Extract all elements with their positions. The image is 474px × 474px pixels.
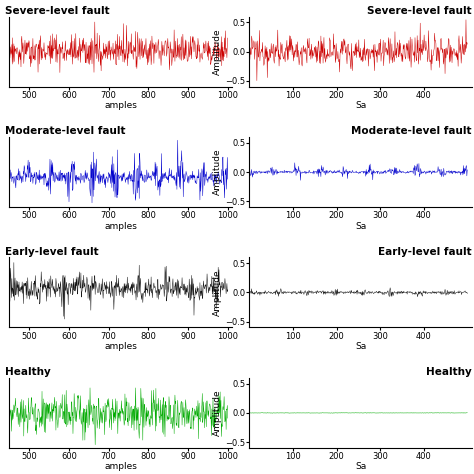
Text: Early-level fault: Early-level fault: [5, 246, 99, 257]
X-axis label: Sa: Sa: [355, 463, 366, 472]
Y-axis label: Amplitude: Amplitude: [213, 28, 222, 75]
X-axis label: amples: amples: [104, 463, 137, 472]
Y-axis label: Amplitude: Amplitude: [213, 269, 222, 316]
X-axis label: amples: amples: [104, 101, 137, 110]
X-axis label: Sa: Sa: [355, 101, 366, 110]
Text: Moderate-level fault: Moderate-level fault: [5, 126, 126, 136]
X-axis label: amples: amples: [104, 342, 137, 351]
X-axis label: Sa: Sa: [355, 222, 366, 231]
Text: Healthy: Healthy: [5, 367, 51, 377]
Y-axis label: Amplitude: Amplitude: [213, 149, 222, 195]
Text: Moderate-level fault: Moderate-level fault: [351, 126, 472, 136]
X-axis label: Sa: Sa: [355, 342, 366, 351]
Y-axis label: Amplitude: Amplitude: [213, 390, 222, 436]
Text: Severe-level fault: Severe-level fault: [5, 6, 109, 16]
Text: Severe-level fault: Severe-level fault: [367, 6, 472, 16]
Text: Early-level fault: Early-level fault: [378, 246, 472, 257]
X-axis label: amples: amples: [104, 222, 137, 231]
Text: Healthy: Healthy: [426, 367, 472, 377]
